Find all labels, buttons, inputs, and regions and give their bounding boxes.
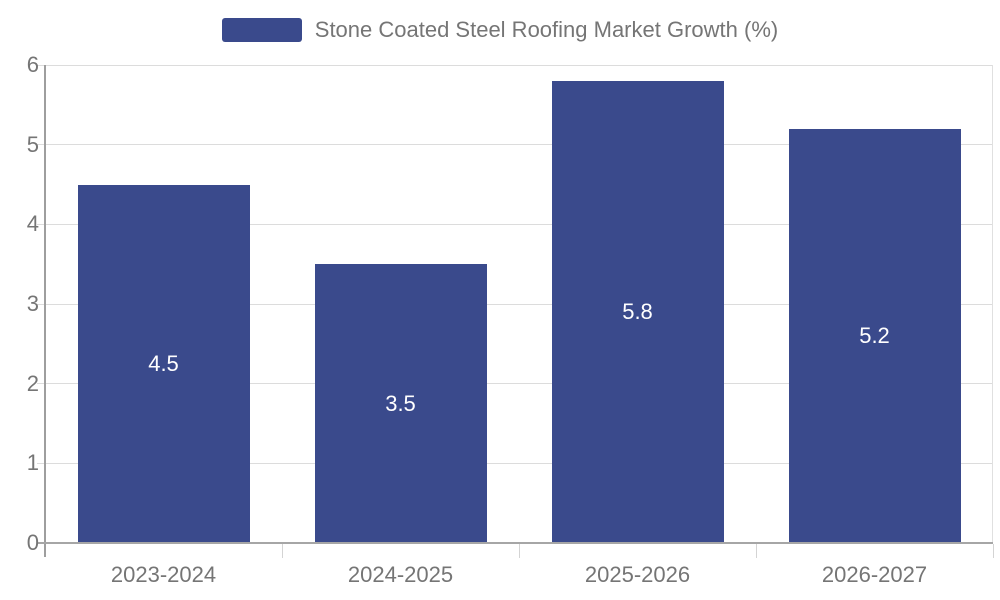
gridline [37, 144, 993, 146]
gridline [37, 462, 993, 464]
x-axis-tick [518, 544, 520, 558]
y-axis-tick-label: 6 [26, 52, 39, 77]
y-axis-tick-label: 0 [26, 530, 39, 555]
x-axis-tick [992, 544, 994, 558]
plot-area: 4.5 3.5 5.8 5.2 2023-2024 2024-2025 2025-2026… [37, 64, 994, 587]
y-axis-line [44, 65, 46, 557]
bar-2023-2024[interactable] [77, 184, 250, 543]
right-spine [992, 65, 993, 543]
x-axis-tick [755, 544, 757, 558]
bar-value-label: 4.5 [148, 350, 179, 376]
y-axis-tick-label: 5 [26, 131, 39, 157]
gridline [37, 64, 993, 66]
gridline [37, 223, 993, 225]
bar-2024-2025[interactable] [314, 264, 487, 543]
gridline [37, 303, 993, 305]
y-axis-tick-label: 4 [26, 211, 39, 237]
y-axis-tick-label: 3 [26, 291, 39, 316]
legend[interactable]: Stone Coated Steel Roofing Market Growth… [0, 17, 1000, 43]
bar-value-label: 5.8 [622, 298, 653, 324]
x-axis-line [37, 542, 993, 544]
x-axis-tick-label: 2026-2027 [821, 562, 928, 587]
x-axis-tick-label: 2025-2026 [584, 562, 691, 587]
x-axis-tick [281, 544, 283, 558]
y-axis-tick-label: 1 [26, 450, 39, 476]
x-axis-tick-label: 2024-2025 [347, 562, 454, 587]
bar-value-label: 5.2 [859, 322, 890, 348]
bar-2026-2027[interactable] [788, 128, 961, 543]
gridline [37, 383, 993, 385]
legend-label: Stone Coated Steel Roofing Market Growth… [314, 17, 779, 42]
bar-value-label: 3.5 [385, 390, 416, 416]
bar-2025-2026[interactable] [551, 80, 724, 543]
x-axis-tick-label: 2023-2024 [110, 562, 217, 587]
y-axis-tick-label: 2 [26, 370, 39, 396]
legend-swatch[interactable] [221, 18, 302, 42]
